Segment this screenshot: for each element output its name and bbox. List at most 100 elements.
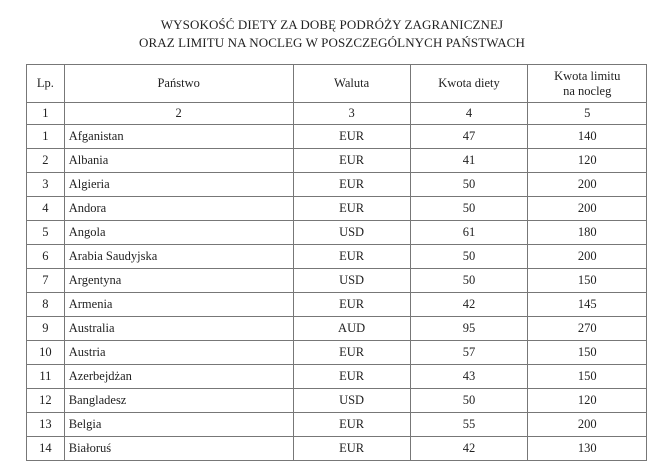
cell-country: Arabia Saudyjska	[63, 244, 294, 269]
column-number: 2	[63, 102, 294, 125]
cell-currency: EUR	[292, 244, 411, 269]
table-row: 13 Belgia EUR 55 200	[26, 412, 647, 437]
cell-allowance: 50	[409, 172, 529, 197]
cell-lp: 11	[26, 364, 65, 389]
column-number: 5	[527, 102, 647, 125]
cell-country: Andora	[63, 196, 294, 221]
cell-currency: EUR	[292, 124, 411, 149]
header-allowance: Kwota diety	[409, 64, 529, 103]
cell-lodging-limit: 200	[527, 172, 647, 197]
cell-lodging-limit: 200	[527, 412, 647, 437]
header-lodging-limit: Kwota limitu na nocleg	[527, 64, 647, 103]
cell-lp: 3	[26, 172, 65, 197]
column-number: 3	[292, 102, 411, 125]
cell-country: Austria	[63, 340, 294, 365]
cell-currency: EUR	[292, 412, 411, 437]
table-row: 9 Australia AUD 95 270	[26, 316, 647, 341]
cell-lodging-limit: 180	[527, 220, 647, 245]
cell-allowance: 50	[409, 268, 529, 293]
document-title: WYSOKOŚĆ DIETY ZA DOBĘ PODRÓŻY ZAGRANICZ…	[0, 16, 664, 52]
cell-lodging-limit: 200	[527, 244, 647, 269]
cell-lp: 12	[26, 388, 65, 413]
cell-lp: 13	[26, 412, 65, 437]
cell-currency: AUD	[292, 316, 411, 341]
cell-allowance: 43	[409, 364, 529, 389]
cell-currency: EUR	[292, 172, 411, 197]
cell-lodging-limit: 120	[527, 388, 647, 413]
cell-allowance: 42	[409, 436, 529, 461]
cell-currency: USD	[292, 388, 411, 413]
cell-lodging-limit: 270	[527, 316, 647, 341]
column-number: 4	[409, 102, 529, 125]
cell-currency: EUR	[292, 364, 411, 389]
cell-country: Argentyna	[63, 268, 294, 293]
cell-allowance: 50	[409, 388, 529, 413]
cell-country: Azerbejdżan	[63, 364, 294, 389]
table-row: 10 Austria EUR 57 150	[26, 340, 647, 365]
header-currency: Waluta	[292, 64, 411, 103]
cell-country: Australia	[63, 316, 294, 341]
cell-currency: EUR	[292, 340, 411, 365]
cell-lp: 2	[26, 148, 65, 173]
cell-lodging-limit: 150	[527, 364, 647, 389]
cell-allowance: 57	[409, 340, 529, 365]
cell-lp: 5	[26, 220, 65, 245]
table-row: 4 Andora EUR 50 200	[26, 196, 647, 221]
cell-allowance: 55	[409, 412, 529, 437]
table-row: 7 Argentyna USD 50 150	[26, 268, 647, 293]
table-row: 1 Afganistan EUR 47 140	[26, 124, 647, 149]
cell-allowance: 50	[409, 244, 529, 269]
table-row: 8 Armenia EUR 42 145	[26, 292, 647, 317]
cell-allowance: 47	[409, 124, 529, 149]
table-row: 6 Arabia Saudyjska EUR 50 200	[26, 244, 647, 269]
title-line-1: WYSOKOŚĆ DIETY ZA DOBĘ PODRÓŻY ZAGRANICZ…	[160, 17, 504, 32]
cell-allowance: 50	[409, 196, 529, 221]
cell-country: Afganistan	[63, 124, 294, 149]
table-row: 5 Angola USD 61 180	[26, 220, 647, 245]
cell-lodging-limit: 120	[527, 148, 647, 173]
cell-currency: EUR	[292, 292, 411, 317]
header-country: Państwo	[63, 64, 294, 103]
cell-lp: 7	[26, 268, 65, 293]
cell-currency: EUR	[292, 148, 411, 173]
table-row: 3 Algieria EUR 50 200	[26, 172, 647, 197]
cell-lodging-limit: 200	[527, 196, 647, 221]
cell-allowance: 61	[409, 220, 529, 245]
header-lp: Lp.	[26, 64, 65, 103]
column-number-row: 1 2 3 4 5	[26, 102, 647, 125]
cell-lodging-limit: 150	[527, 268, 647, 293]
cell-lp: 9	[26, 316, 65, 341]
cell-currency: EUR	[292, 196, 411, 221]
title-line-2: ORAZ LIMITU NA NOCLEG W POSZCZEGÓLNYCH P…	[139, 35, 525, 50]
cell-country: Albania	[63, 148, 294, 173]
cell-lodging-limit: 145	[527, 292, 647, 317]
column-number: 1	[26, 102, 65, 125]
table-row: 12 Bangladesz USD 50 120	[26, 388, 647, 413]
cell-country: Algieria	[63, 172, 294, 197]
cell-lp: 1	[26, 124, 65, 149]
cell-lodging-limit: 140	[527, 124, 647, 149]
cell-allowance: 41	[409, 148, 529, 173]
allowance-table: Lp. Państwo Waluta Kwota diety Kwota lim…	[26, 64, 647, 461]
cell-country: Armenia	[63, 292, 294, 317]
cell-country: Angola	[63, 220, 294, 245]
cell-allowance: 42	[409, 292, 529, 317]
cell-allowance: 95	[409, 316, 529, 341]
cell-lp: 4	[26, 196, 65, 221]
table-row: 2 Albania EUR 41 120	[26, 148, 647, 173]
table-row: 14 Białoruś EUR 42 130	[26, 436, 647, 461]
cell-country: Bangladesz	[63, 388, 294, 413]
header-row: Lp. Państwo Waluta Kwota diety Kwota lim…	[26, 64, 647, 103]
cell-lodging-limit: 130	[527, 436, 647, 461]
cell-lp: 10	[26, 340, 65, 365]
table-row: 11 Azerbejdżan EUR 43 150	[26, 364, 647, 389]
cell-lp: 14	[26, 436, 65, 461]
header-lodging-limit-text: Kwota limitu na nocleg	[554, 68, 621, 98]
cell-currency: EUR	[292, 436, 411, 461]
cell-lp: 6	[26, 244, 65, 269]
cell-currency: USD	[292, 220, 411, 245]
cell-country: Białoruś	[63, 436, 294, 461]
cell-lp: 8	[26, 292, 65, 317]
cell-lodging-limit: 150	[527, 340, 647, 365]
cell-country: Belgia	[63, 412, 294, 437]
